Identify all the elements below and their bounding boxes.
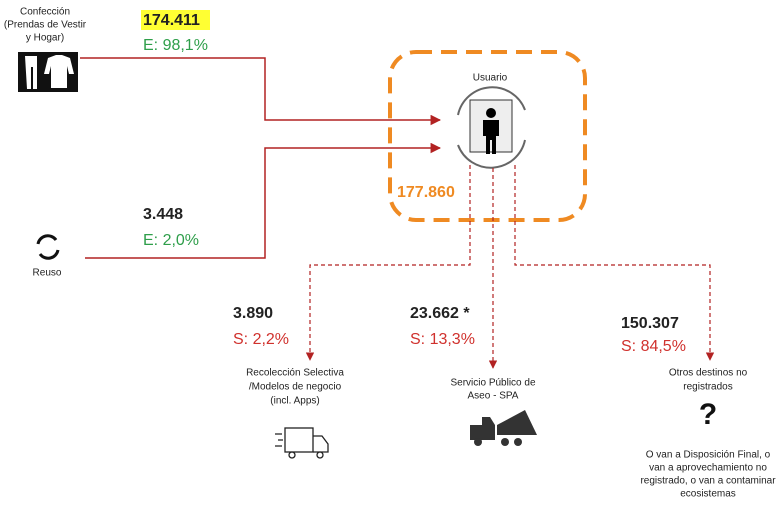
highlight	[141, 10, 210, 30]
dest-label: registrados	[683, 382, 732, 393]
dest-note: O van a Disposición Final, o	[646, 450, 771, 461]
question-mark: ?	[699, 398, 717, 431]
dest-value: 3.890	[233, 305, 273, 322]
source-value: 3.448	[143, 206, 183, 223]
user-total: 177.860	[397, 184, 455, 201]
garbage-truck-icon	[470, 410, 537, 446]
source-share: E: 98,1%	[143, 37, 208, 54]
clothes-icon	[18, 52, 78, 92]
dest-note: registrado, o van a contaminar	[640, 476, 776, 487]
source-value: 174.411	[143, 12, 200, 29]
flow-in	[80, 57, 442, 126]
dest-share: S: 13,3%	[410, 331, 475, 348]
flow-in	[85, 142, 442, 259]
dest-value: 150.307	[621, 315, 679, 332]
flow-out	[305, 165, 471, 361]
dest-label: (incl. Apps)	[270, 396, 319, 407]
dest-label: Otros destinos no	[669, 368, 748, 379]
source-label: y Hogar)	[26, 33, 64, 44]
user-box	[388, 50, 587, 222]
dest-label: Recolección Selectiva	[246, 368, 344, 379]
source-label: (Prendas de Vestir	[4, 20, 87, 31]
dest-label: Servicio Público de	[450, 378, 535, 389]
dest-share: S: 84,5%	[621, 338, 686, 355]
dest-label: Aseo - SPA	[468, 391, 519, 402]
reuse-icon	[36, 234, 60, 260]
dest-note: van a aprovechamiento no	[649, 463, 767, 474]
truck-icon	[275, 427, 329, 459]
source-label: Confección	[20, 7, 70, 18]
dest-label: /Modelos de negocio	[249, 382, 342, 393]
dest-share: S: 2,2%	[233, 331, 289, 348]
user-label: Usuario	[473, 73, 508, 84]
user-icon	[457, 86, 526, 169]
source-share: E: 2,0%	[143, 232, 199, 249]
dest-value: 23.662 *	[410, 305, 470, 322]
flow-out	[514, 165, 715, 361]
source-label: Reuso	[33, 268, 62, 279]
dest-note: ecosistemas	[680, 489, 736, 500]
